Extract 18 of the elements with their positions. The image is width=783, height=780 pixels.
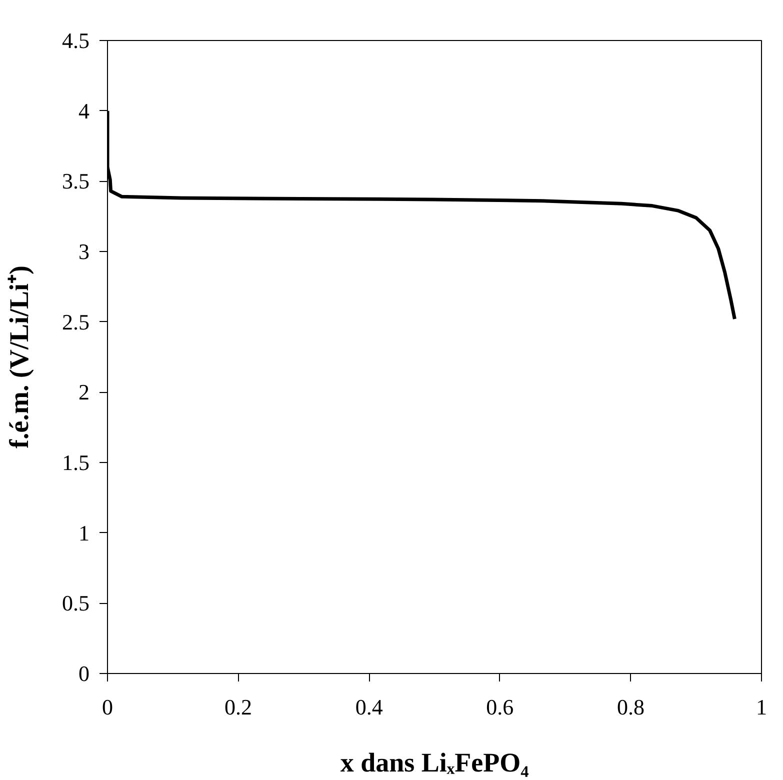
x-tick-label: 0.8 (616, 694, 644, 720)
x-tick-label: 0 (102, 694, 113, 720)
y-tick-label: 0 (78, 661, 90, 686)
x-tick-label: 0.2 (224, 694, 252, 720)
y-tick-label: 1 (78, 520, 90, 546)
x-tick-label: 1 (756, 694, 767, 720)
y-tick-label: 3.5 (62, 168, 90, 194)
y-tick-label: 4 (78, 98, 90, 124)
y-tick-label: 0.5 (62, 590, 90, 616)
y-tick-label: 2.5 (62, 309, 90, 334)
x-tick-label: 0.4 (355, 694, 383, 720)
y-tick-label: 2 (78, 380, 90, 405)
y-tick-label: 4.5 (62, 28, 90, 53)
x-axis-title: x dans LiₓFePO₄ (340, 748, 529, 778)
y-tick-label: 3 (78, 239, 90, 264)
y-axis-title: f.é.m. (V/Li/Li⁺) (4, 266, 34, 448)
x-tick-label: 0.6 (486, 694, 514, 720)
y-tick-label: 1.5 (62, 450, 90, 475)
